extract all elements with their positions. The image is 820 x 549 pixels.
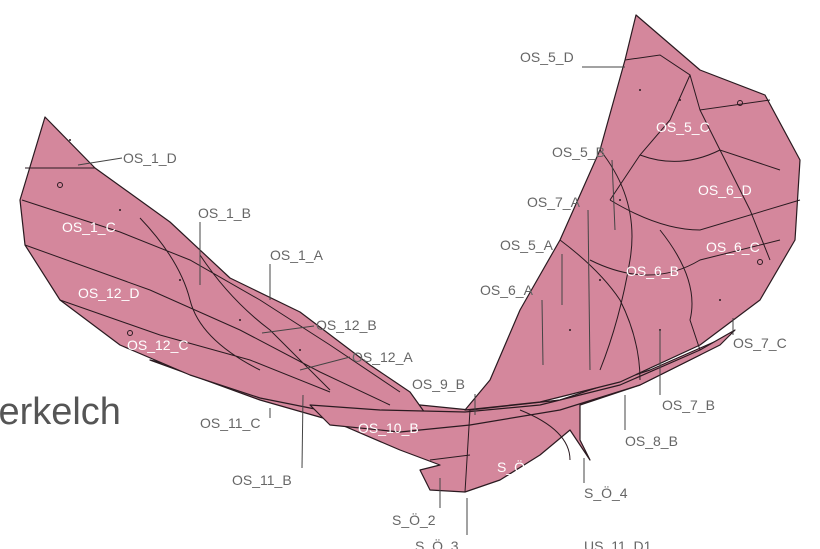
piece-label: S_Ö_1 [497,458,541,475]
piece-label: OS_10_B [358,420,419,436]
piece-label: S_Ö_2 [392,511,436,528]
piece-label: US_11_D1 [584,538,652,549]
piece-label: OS_11_B [232,472,292,488]
piece-label: S_Ö_3 [415,537,459,549]
piece-label: OS_7_A [527,194,581,210]
piece-label: OS_11_C [200,415,260,431]
piece-label: OS_7_C [733,335,787,351]
piece-label: S_Ö_4 [584,484,628,501]
piece-label: OS_12_C [127,337,188,353]
piece-label: OS_1_D [123,150,177,166]
piece-label: OS_7_B [662,397,715,413]
piece-label: OS_8_B [625,433,678,449]
piece-label: OS_6_A [480,282,534,298]
piece-label: OS_1_C [62,219,116,235]
piece-label: OS_6_D [698,182,752,198]
piece-label: OS_6_C [706,239,760,255]
piece-label: OS_1_B [198,205,251,221]
piece-label: OS_5_B [552,144,605,160]
piece-label: OS_9_B [412,376,465,392]
piece-label: OS_6_B [626,263,679,279]
piece-label: OS_12_B [316,317,377,333]
piece-label: OS_5_D [520,49,574,65]
piece-label: OS_12_A [352,349,413,365]
left-wing [20,117,430,425]
piece-label: OS_5_C [656,119,710,135]
piece-label: OS_1_A [270,247,324,263]
caption: lerkelch [0,391,121,433]
piece-label: OS_5_A [500,237,554,253]
piece-label: OS_12_D [78,285,139,301]
diagram: lerkelch OS_5_D OS_1_D OS_5_B OS_7_A OS_1_B O… [0,0,820,549]
